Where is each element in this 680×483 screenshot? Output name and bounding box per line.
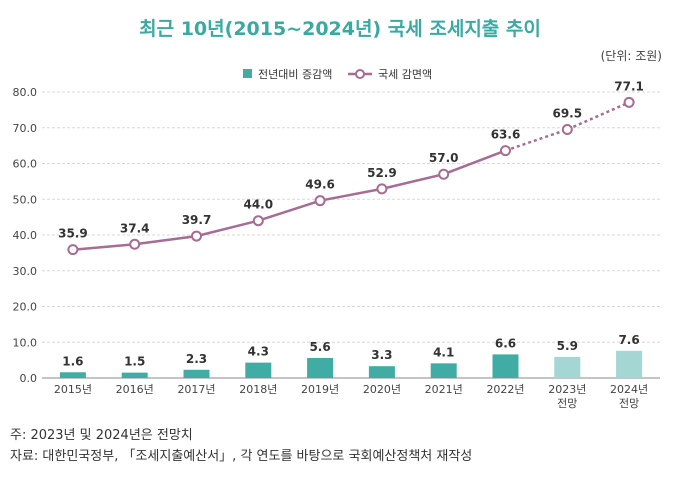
legend-line-marker xyxy=(355,69,365,79)
legend-bar-swatch xyxy=(243,69,252,78)
line-value-label: 57.0 xyxy=(429,151,459,165)
line-value-label: 69.5 xyxy=(552,107,582,121)
bar-value-label: 3.3 xyxy=(371,348,392,362)
bar xyxy=(183,369,210,378)
line-value-label: 44.0 xyxy=(243,198,273,212)
bar xyxy=(430,363,457,378)
line-point xyxy=(500,145,511,157)
chart-title: 최근 10년(2015~2024년) 국세 조세지출 추이 xyxy=(139,18,541,40)
y-tick-label: 80.0 xyxy=(13,86,38,99)
x-tick-label: 2017년 xyxy=(177,383,215,396)
chart: 0.0 10.0 20.0 30.0 40.0 50.0 60.0 70.0 80.0 1.6 1… xyxy=(13,68,660,410)
bar-value-label: 4.3 xyxy=(248,345,269,359)
legend-line-label: 국세 감면액 xyxy=(378,68,432,81)
bar-value-label: 1.5 xyxy=(124,355,145,369)
x-tick-label: 2024년 전망 xyxy=(610,383,648,410)
line-value-label: 63.6 xyxy=(491,128,521,142)
bar-value-label: 5.6 xyxy=(309,340,330,354)
line-value-label: 35.9 xyxy=(58,227,88,241)
y-tick-label: 50.0 xyxy=(13,193,38,206)
y-tick-label: 60.0 xyxy=(13,158,38,171)
bar-value-label: 4.1 xyxy=(433,345,454,359)
bar-value-label: 6.6 xyxy=(495,336,516,350)
bar xyxy=(245,362,272,378)
unit-label: (단위: 조원) xyxy=(600,49,662,63)
bar-value-label: 2.3 xyxy=(186,352,207,366)
bar xyxy=(307,357,334,378)
bar xyxy=(616,350,643,378)
footnote: 주: 2023년 및 2024년은 전망치 xyxy=(10,428,193,443)
y-tick-label: 20.0 xyxy=(13,301,38,314)
x-tick-label: 2023년 전망 xyxy=(548,383,586,410)
line-point xyxy=(314,195,326,207)
line-point xyxy=(191,230,202,242)
source-note: 자료: 대한민국정부, 「조세지출예산서」, 각 연도를 바탕으로 국회예산정책… xyxy=(10,449,473,464)
x-tick-label: 2018년 xyxy=(239,383,277,396)
line-point xyxy=(129,238,141,250)
bar xyxy=(121,372,148,378)
line-point xyxy=(252,215,264,227)
y-tick-label: 10.0 xyxy=(13,336,38,349)
y-tick-label: 30.0 xyxy=(13,265,38,278)
bar-value-label: 5.9 xyxy=(557,339,578,353)
x-tick-label: 2021년 xyxy=(425,383,463,396)
bar-value-label: 1.6 xyxy=(62,354,83,368)
bar-value-label: 7.6 xyxy=(618,333,639,347)
line-point xyxy=(438,168,450,180)
bar xyxy=(59,372,86,378)
line-value-label: 49.6 xyxy=(305,178,335,192)
x-tick-label: 2019년 xyxy=(301,383,339,396)
x-tick-label: 2016년 xyxy=(116,383,154,396)
line-value-label: 37.4 xyxy=(120,221,150,235)
y-tick-label: 0.0 xyxy=(20,372,38,385)
line-point xyxy=(67,244,79,256)
x-tick-label: 2020년 xyxy=(363,383,401,396)
y-tick-label: 70.0 xyxy=(13,122,38,135)
line-value-label: 52.9 xyxy=(367,166,397,180)
bar xyxy=(368,366,395,378)
bar xyxy=(554,356,581,378)
line-point xyxy=(376,183,388,195)
x-tick-label: 2015년 xyxy=(54,383,92,396)
y-tick-label: 40.0 xyxy=(13,229,38,242)
line-point xyxy=(623,96,635,108)
series-line-forecast xyxy=(505,101,630,152)
line-value-label: 39.7 xyxy=(182,213,212,227)
legend-bar-label: 전년대비 증감액 xyxy=(258,68,332,81)
line-value-label: 77.1 xyxy=(614,79,644,93)
bar xyxy=(492,354,519,378)
line-point xyxy=(561,124,573,136)
series-line-actual xyxy=(72,149,506,251)
x-tick-label: 2022년 xyxy=(486,383,524,396)
